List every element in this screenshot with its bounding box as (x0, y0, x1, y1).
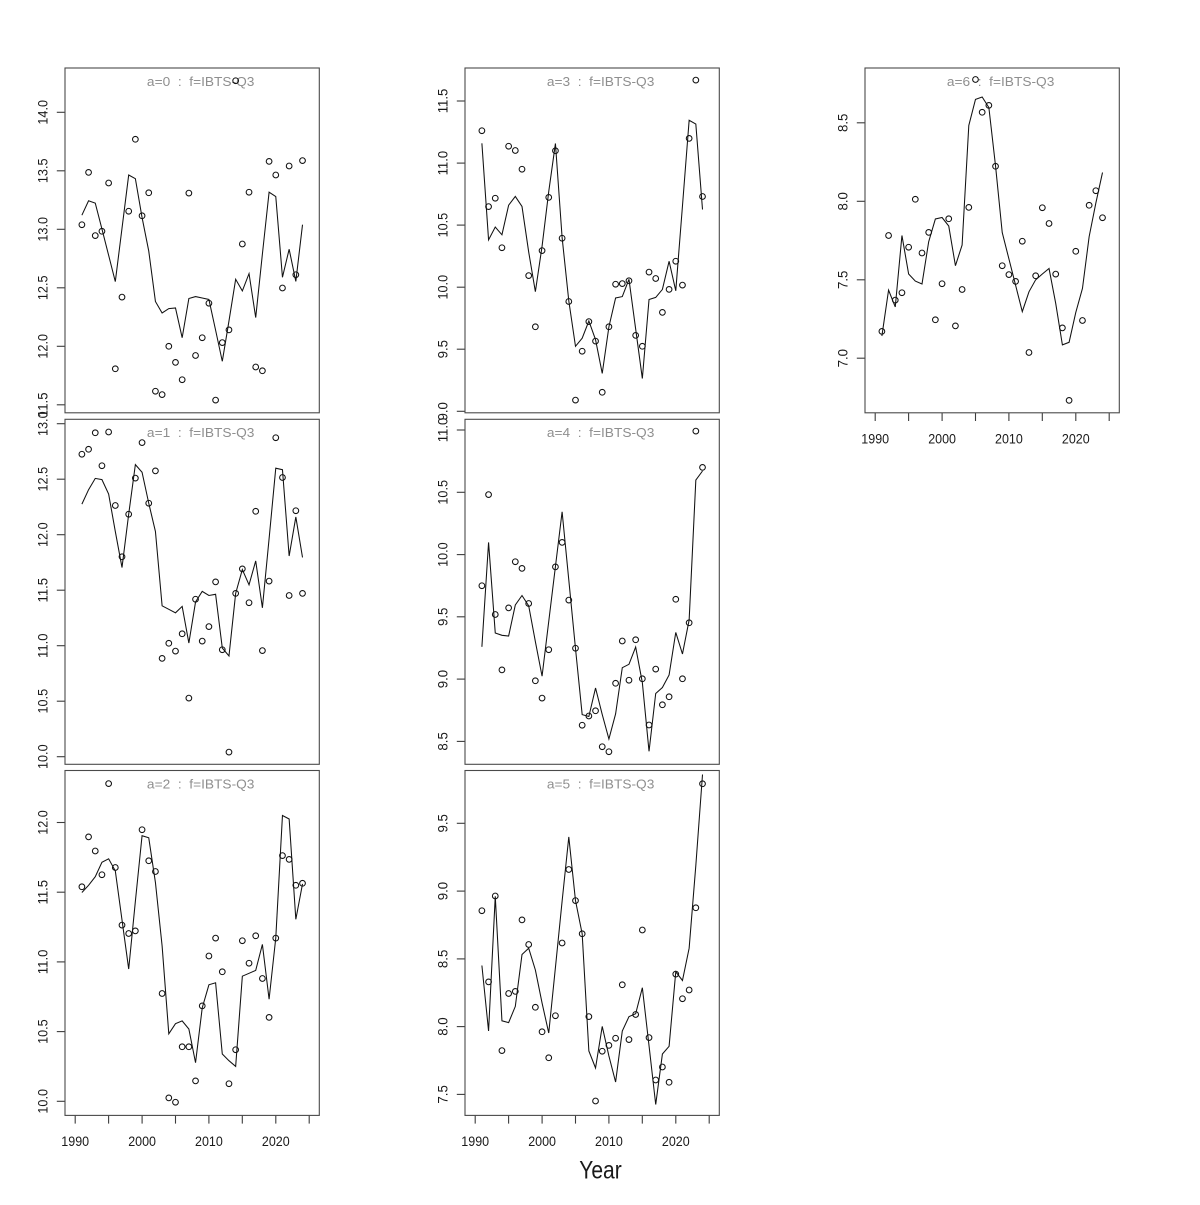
svg-text:1990: 1990 (61, 1133, 89, 1149)
svg-text:2010: 2010 (195, 1133, 223, 1149)
svg-text:a=5 : f=IBTS-Q3: a=5 : f=IBTS-Q3 (547, 777, 655, 791)
svg-text:2020: 2020 (662, 1133, 690, 1149)
svg-text:2020: 2020 (1062, 430, 1090, 446)
svg-text:11.0: 11.0 (35, 949, 51, 974)
svg-text:10.0: 10.0 (35, 1089, 51, 1114)
svg-text:10.5: 10.5 (435, 480, 451, 505)
svg-text:a=2 : f=IBTS-Q3: a=2 : f=IBTS-Q3 (147, 777, 255, 791)
svg-text:12.0: 12.0 (35, 334, 51, 359)
svg-text:a=1 : f=IBTS-Q3: a=1 : f=IBTS-Q3 (147, 426, 255, 440)
svg-text:2020: 2020 (262, 1133, 290, 1149)
svg-text:Year: Year (579, 1157, 622, 1185)
svg-text:a=0 : f=IBTS-Q3: a=0 : f=IBTS-Q3 (147, 75, 255, 89)
svg-text:a=3 : f=IBTS-Q3: a=3 : f=IBTS-Q3 (547, 75, 655, 89)
svg-text:12.0: 12.0 (35, 522, 51, 547)
svg-text:a=6 : f=IBTS-Q3: a=6 : f=IBTS-Q3 (947, 75, 1055, 89)
svg-text:13.5: 13.5 (35, 158, 51, 183)
svg-text:13.0: 13.0 (35, 411, 51, 436)
svg-text:8.5: 8.5 (835, 113, 851, 132)
svg-text:9.5: 9.5 (435, 340, 451, 359)
svg-text:2000: 2000 (128, 1133, 156, 1149)
svg-text:9.0: 9.0 (435, 882, 451, 901)
svg-text:2010: 2010 (995, 430, 1023, 446)
svg-text:2000: 2000 (928, 430, 956, 446)
svg-text:9.0: 9.0 (435, 670, 451, 689)
svg-text:11.5: 11.5 (435, 89, 451, 114)
svg-text:10.5: 10.5 (35, 689, 51, 714)
svg-text:13.0: 13.0 (35, 217, 51, 242)
svg-text:8.0: 8.0 (435, 1017, 451, 1036)
svg-text:11.5: 11.5 (35, 578, 51, 603)
svg-text:7.0: 7.0 (835, 349, 851, 368)
svg-text:10.5: 10.5 (435, 213, 451, 238)
svg-text:9.5: 9.5 (435, 814, 451, 833)
svg-text:12.5: 12.5 (35, 275, 51, 300)
svg-text:11.0: 11.0 (435, 151, 451, 176)
svg-text:a=4 : f=IBTS-Q3: a=4 : f=IBTS-Q3 (547, 426, 655, 440)
svg-text:10.5: 10.5 (35, 1019, 51, 1044)
svg-text:12.0: 12.0 (35, 810, 51, 835)
svg-text:8.0: 8.0 (835, 192, 851, 211)
svg-text:2000: 2000 (528, 1133, 556, 1149)
svg-text:8.5: 8.5 (435, 950, 451, 969)
svg-text:7.5: 7.5 (435, 1085, 451, 1104)
svg-text:10.0: 10.0 (35, 744, 51, 769)
svg-text:8.5: 8.5 (435, 732, 451, 751)
svg-text:1990: 1990 (861, 430, 889, 446)
svg-text:11.5: 11.5 (35, 392, 51, 417)
svg-text:9.0: 9.0 (435, 402, 451, 421)
svg-text:7.5: 7.5 (835, 270, 851, 289)
svg-text:2010: 2010 (595, 1133, 623, 1149)
svg-text:9.5: 9.5 (435, 607, 451, 626)
svg-text:11.0: 11.0 (435, 418, 451, 443)
svg-text:14.0: 14.0 (35, 100, 51, 125)
svg-text:12.5: 12.5 (35, 467, 51, 492)
svg-text:11.5: 11.5 (35, 880, 51, 905)
svg-text:1990: 1990 (461, 1133, 489, 1149)
svg-text:10.0: 10.0 (435, 542, 451, 567)
svg-text:10.0: 10.0 (435, 275, 451, 300)
svg-text:11.0: 11.0 (35, 633, 51, 658)
